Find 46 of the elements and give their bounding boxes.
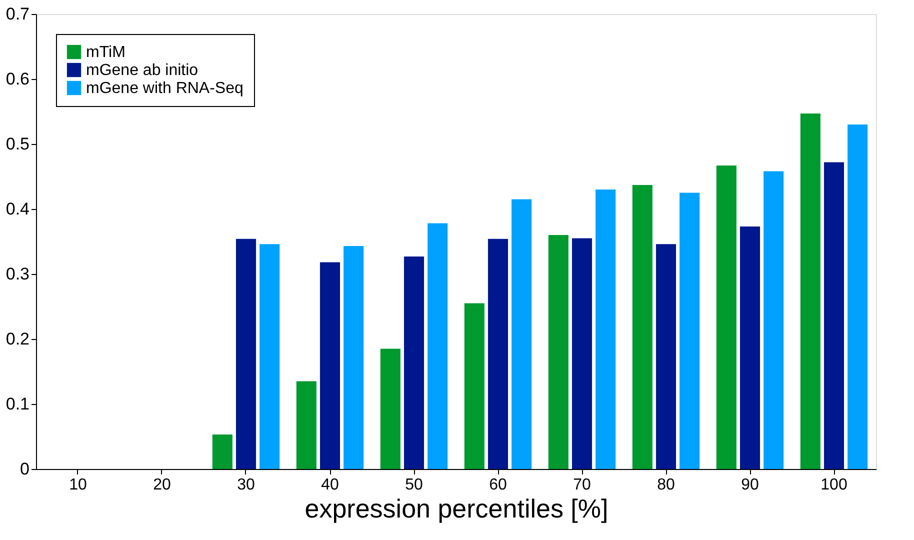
- y-tick-label: 0.5: [6, 134, 30, 154]
- bar: [656, 244, 676, 469]
- legend-label: mGene ab initio: [86, 62, 198, 79]
- bar: [764, 171, 784, 469]
- y-tick-label: 0.3: [6, 264, 30, 284]
- bar: [212, 434, 232, 469]
- x-axis-title: expression percentiles [%]: [304, 494, 608, 524]
- x-tick-label: 80: [657, 476, 675, 494]
- x-tick-label: 40: [321, 476, 339, 494]
- bar: [380, 348, 400, 469]
- bar: [428, 223, 448, 469]
- y-tick-label: 0.6: [6, 70, 30, 88]
- bar: [848, 124, 868, 469]
- bar: [344, 246, 364, 469]
- x-tick-label: 70: [573, 476, 591, 494]
- bar: [740, 226, 760, 469]
- y-tick-label: 0.2: [6, 330, 30, 348]
- bar: [320, 262, 340, 469]
- x-tick-label: 10: [69, 476, 87, 494]
- bar: [404, 256, 424, 469]
- bar: [512, 199, 532, 469]
- legend-label: mTiM: [86, 44, 126, 61]
- legend-label: mGene with RNA-Seq: [86, 80, 244, 97]
- x-tick-label: 90: [741, 476, 759, 494]
- bar: [800, 113, 820, 469]
- bar: [236, 238, 256, 469]
- bar: [680, 192, 700, 469]
- bar: [464, 303, 484, 469]
- x-tick-label: 20: [153, 476, 171, 494]
- bar: [824, 162, 844, 469]
- y-tick-label: 0: [20, 460, 30, 478]
- bar: [488, 238, 508, 469]
- x-tick-label: 100: [820, 476, 848, 494]
- bar: [260, 244, 280, 469]
- bar: [548, 235, 568, 469]
- bar: [572, 238, 592, 469]
- x-tick-label: 50: [405, 476, 423, 494]
- x-tick-label: 30: [237, 476, 255, 494]
- x-tick-label: 60: [489, 476, 507, 494]
- bar: [296, 381, 316, 469]
- bar: [596, 190, 616, 469]
- bar: [632, 184, 652, 469]
- y-tick-label: 0.7: [6, 4, 30, 24]
- y-tick-label: 0.1: [6, 394, 30, 414]
- y-tick-label: 0.4: [6, 200, 30, 218]
- bar: [716, 165, 736, 469]
